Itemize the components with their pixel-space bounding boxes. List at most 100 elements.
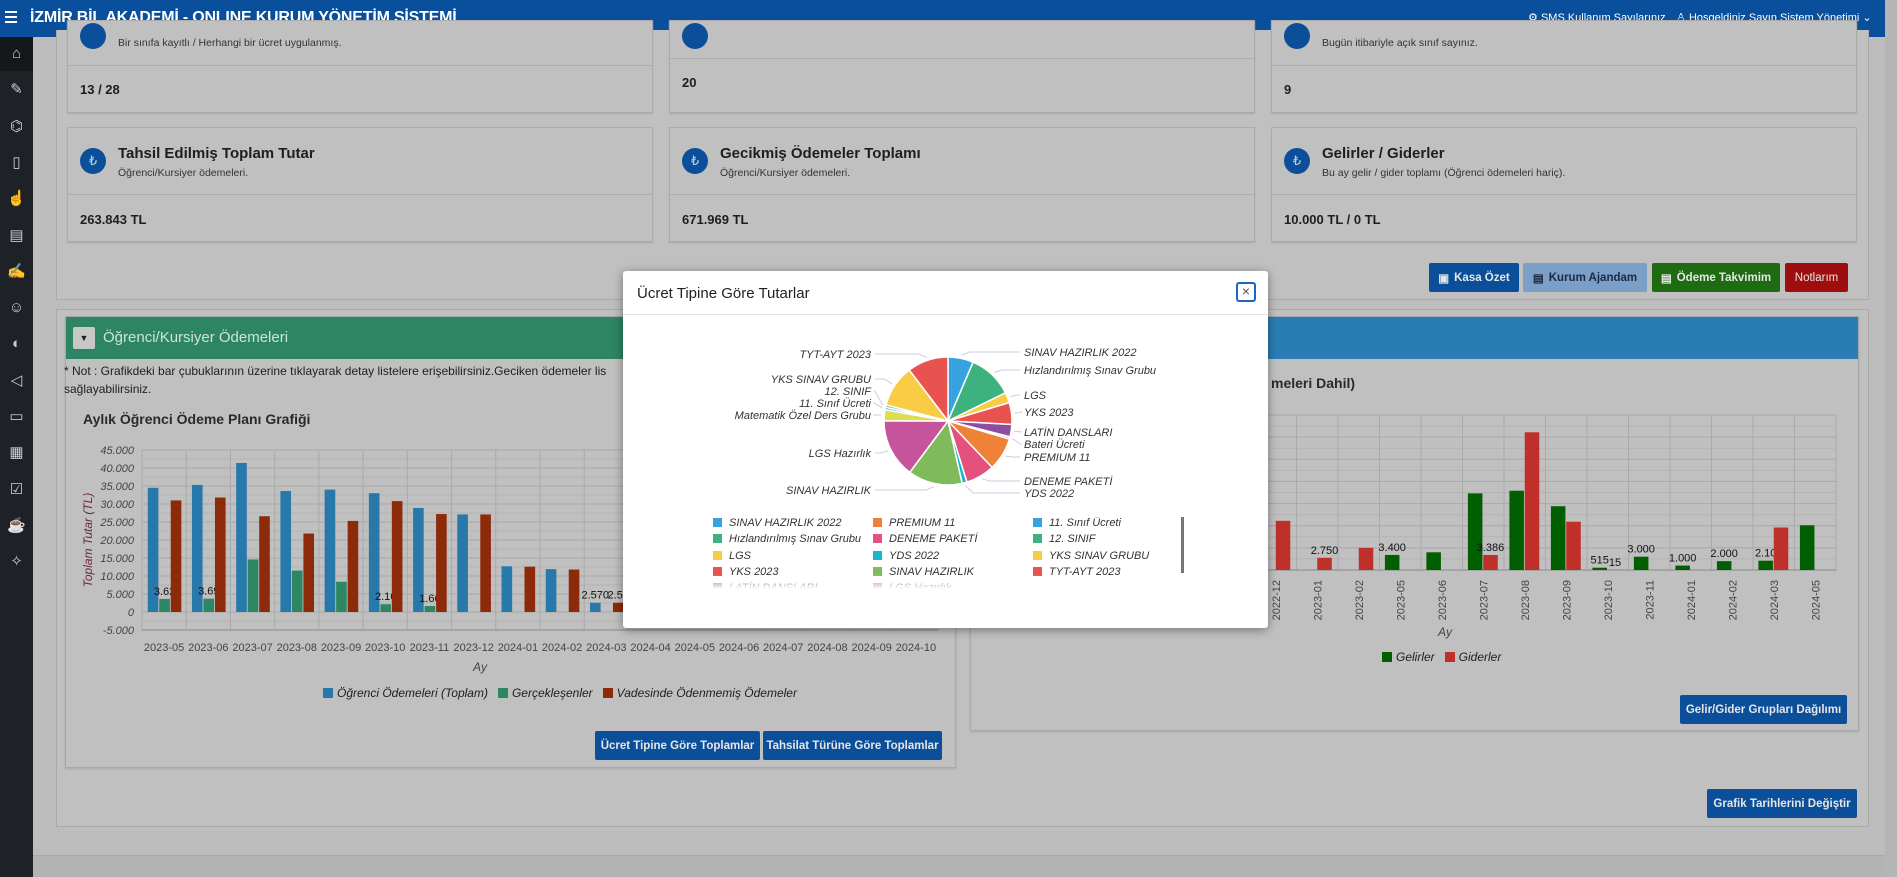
bar[interactable] — [1550, 506, 1566, 570]
legend-item[interactable]: SINAV HAZIRLIK 2022 — [713, 517, 873, 533]
bar[interactable] — [568, 569, 580, 612]
close-icon[interactable]: × — [1236, 282, 1256, 302]
legend-item[interactable]: Vadesinde Ödenmemiş Ödemeler — [602, 686, 797, 700]
bar[interactable] — [1592, 567, 1607, 570]
bar[interactable] — [524, 566, 536, 612]
legend-item[interactable]: YDS 2022 — [873, 550, 1033, 566]
hand-pointer-icon[interactable]: ☝ — [7, 190, 26, 208]
bar[interactable] — [1358, 547, 1374, 570]
legend-item[interactable]: LATİN DANSLARI — [713, 582, 873, 589]
bar[interactable] — [159, 598, 170, 612]
bar[interactable] — [368, 493, 380, 612]
x-tick-label: 2023-08 — [277, 642, 317, 654]
bar[interactable] — [480, 514, 491, 612]
x-tick-label: 2023-06 — [1437, 580, 1449, 620]
bar[interactable] — [1716, 561, 1732, 570]
hamburger-menu-icon[interactable] — [5, 11, 17, 13]
bar[interactable] — [280, 491, 292, 612]
legend-scrollbar[interactable] — [1181, 517, 1184, 573]
bar[interactable] — [1426, 552, 1441, 570]
bar[interactable] — [259, 516, 270, 612]
bar[interactable] — [1317, 557, 1332, 570]
bar[interactable] — [1758, 560, 1773, 570]
magic-wand-icon[interactable]: ✧ — [10, 553, 23, 571]
clipboard-icon[interactable]: ▯ — [12, 153, 21, 171]
bar[interactable] — [1384, 554, 1400, 570]
page-scrollbar[interactable] — [1885, 0, 1897, 877]
bar[interactable] — [247, 559, 259, 612]
bar[interactable] — [612, 602, 624, 612]
bar[interactable] — [236, 462, 247, 612]
home-icon[interactable]: ⌂ — [0, 37, 33, 71]
coffee-icon[interactable]: ☕ — [7, 516, 26, 534]
bar[interactable] — [1275, 520, 1291, 570]
bar[interactable] — [380, 604, 391, 612]
bar[interactable] — [336, 581, 347, 612]
bar[interactable] — [1566, 521, 1581, 570]
gelir-gider-gruplari-button[interactable]: Gelir/Gider Grupları Dağılımı — [1680, 695, 1847, 724]
bar[interactable] — [545, 569, 557, 612]
legend-item[interactable]: Gelirler — [1382, 650, 1435, 664]
bar[interactable] — [1524, 432, 1540, 570]
bar[interactable] — [214, 497, 226, 612]
palette-icon[interactable]: ◐ — [11, 335, 22, 353]
legend-item[interactable]: YKS 2023 — [713, 566, 873, 582]
grafik-tarihleri-button[interactable]: Grafik Tarihlerini Değiştir — [1707, 789, 1857, 818]
presentation-icon[interactable]: ▭ — [9, 408, 24, 425]
legend-item[interactable]: SINAV HAZIRLIK — [873, 566, 1033, 582]
legend-item[interactable]: PREMIUM 11 — [873, 517, 1033, 533]
report-icon[interactable]: ▦ — [9, 444, 24, 462]
bar[interactable] — [1633, 556, 1649, 570]
bar[interactable] — [1773, 527, 1789, 570]
megaphone-icon[interactable]: ◁ — [10, 371, 23, 389]
odeme-takvimim-button[interactable]: ▤ Ödeme Takvimim — [1652, 263, 1780, 292]
bar[interactable] — [1675, 565, 1690, 570]
bar[interactable] — [424, 606, 436, 612]
checklist-icon[interactable]: ☑ — [9, 480, 24, 498]
legend-item[interactable]: Giderler — [1444, 650, 1501, 664]
bar[interactable] — [347, 520, 359, 612]
bar[interactable] — [391, 501, 403, 612]
bar[interactable] — [589, 602, 601, 612]
bar[interactable] — [291, 570, 303, 612]
edit-icon[interactable]: ✍ — [7, 262, 26, 280]
bar[interactable] — [1467, 493, 1483, 570]
pie-slice[interactable] — [883, 420, 950, 474]
legend-item[interactable]: DENEME PAKETİ — [873, 533, 1033, 549]
bar[interactable] — [147, 487, 159, 612]
notlarim-button[interactable]: Notlarım — [1785, 263, 1848, 292]
kurum-ajandam-button[interactable]: ▤ Kurum Ajandam — [1523, 263, 1647, 292]
legend-item[interactable]: Gerçekleşenler — [497, 686, 593, 700]
user-edit-icon[interactable]: ✎ — [10, 81, 23, 99]
pie-slice[interactable] — [908, 419, 964, 486]
bar[interactable] — [413, 507, 424, 612]
bar[interactable] — [501, 566, 513, 612]
bar[interactable] — [191, 484, 203, 612]
leader-line — [875, 353, 927, 358]
legend-item[interactable]: Hızlandırılmış Sınav Grubu — [713, 533, 873, 549]
kasa-ozet-button[interactable]: ▣ Kasa Özet — [1429, 263, 1519, 292]
bar[interactable] — [1483, 555, 1498, 570]
legend-item[interactable]: 11. Sınıf Ücreti — [1033, 517, 1183, 533]
legend-item[interactable]: LGS Hazırlık — [873, 582, 1033, 589]
legend-item[interactable]: Öğrenci Ödemeleri (Toplam) — [323, 686, 488, 700]
bar[interactable] — [457, 514, 468, 612]
graduation-cap-icon[interactable]: ⌬ — [9, 117, 24, 135]
pie-slice[interactable] — [908, 356, 949, 424]
face-icon[interactable]: ☺ — [8, 299, 25, 317]
bar[interactable] — [303, 533, 315, 612]
bar[interactable] — [1509, 490, 1524, 570]
bar[interactable] — [1799, 525, 1815, 570]
collapse-toggle-icon[interactable]: ▼ — [73, 327, 95, 349]
calendar-icon[interactable]: ▤ — [9, 226, 24, 244]
bar[interactable] — [170, 500, 182, 612]
legend-item[interactable]: LGS — [713, 550, 873, 566]
bar[interactable] — [436, 514, 447, 612]
ucret-tipi-toplamlar-button[interactable]: Ücret Tipine Göre Toplamlar — [595, 731, 760, 760]
legend-item[interactable]: 12. SINIF — [1033, 533, 1183, 549]
bar[interactable] — [203, 598, 215, 612]
bar[interactable] — [324, 489, 336, 612]
tahsilat-turu-toplamlar-button[interactable]: Tahsilat Türüne Göre Toplamlar — [763, 731, 942, 760]
legend-item[interactable]: YKS SINAV GRUBU — [1033, 550, 1183, 566]
legend-item[interactable]: TYT-AYT 2023 — [1033, 566, 1183, 582]
